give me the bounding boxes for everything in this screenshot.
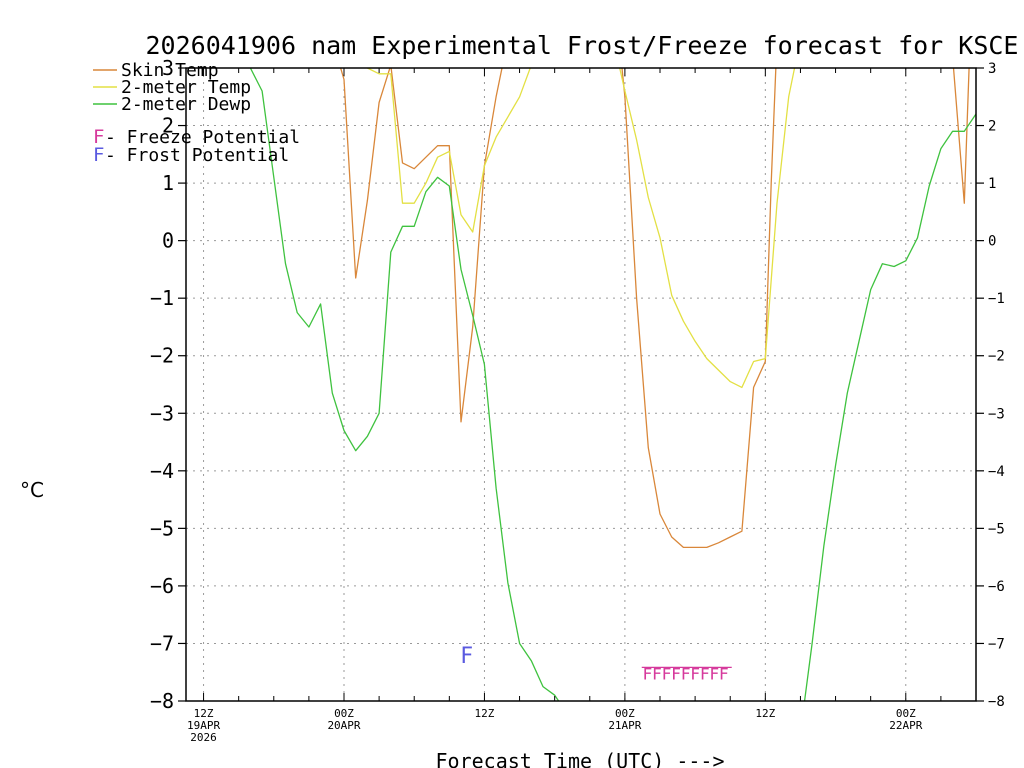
series-lines — [247, 68, 976, 701]
y-tick-label-right: −3 — [988, 406, 1005, 422]
x-tick-label: 20APR — [327, 719, 360, 732]
y-tick-label-left: 0 — [162, 229, 174, 253]
y-tick-label-left: 2 — [162, 114, 174, 138]
y-tick-label-right: 1 — [988, 176, 996, 192]
x-tick-label: 00Z — [334, 707, 354, 720]
y-tick-label-right: 0 — [988, 234, 996, 250]
y-tick-label-left: −5 — [150, 516, 174, 540]
y-tick-label-right: −6 — [988, 579, 1005, 595]
series-line-2-meter-temp — [365, 68, 796, 389]
y-tick-label-right: −4 — [988, 464, 1005, 480]
x-tick-label: 22APR — [889, 719, 922, 732]
x-tick-label: 12Z — [194, 707, 214, 720]
grid-lines — [186, 68, 976, 701]
y-tick-label-left: −4 — [150, 459, 174, 483]
x-tick-label: 12Z — [475, 707, 495, 720]
x-tick-label: 21APR — [608, 719, 641, 732]
series-line-skin-temp — [339, 68, 970, 549]
frost-marker: F — [461, 644, 474, 669]
legend-marker-label: - Frost Potential — [105, 145, 289, 166]
freeze-marker: FFFFFFFFF — [643, 664, 729, 683]
x-tick-label: 00Z — [896, 707, 916, 720]
y-tick-label-right: −8 — [988, 694, 1005, 710]
chart-title: 2026041906 nam Experimental Frost/Freeze… — [146, 31, 1019, 60]
legend-label: Skin Temp — [121, 60, 219, 81]
y-axis-left: −8 −7 −6 −5 −4 −3 −2 −1 0 1 2 3 — [150, 56, 186, 713]
y-axis-label: °C — [20, 478, 44, 502]
legend-marker-symbol: F — [93, 144, 104, 166]
y-tick-label-right: 3 — [988, 61, 996, 77]
x-tick-label: 12Z — [755, 707, 775, 720]
y-tick-label-right: −2 — [988, 349, 1005, 365]
y-tick-label-left: −3 — [150, 401, 174, 425]
y-tick-label-left: −1 — [150, 286, 174, 310]
y-tick-label-right: −1 — [988, 291, 1005, 307]
y-tick-label-right: −5 — [988, 521, 1005, 537]
series-line-2-meter-dewp — [247, 68, 976, 701]
y-tick-label-right: −7 — [988, 636, 1005, 652]
x-tick-label: 00Z — [615, 707, 635, 720]
legend-label: 2-meter Dewp — [121, 94, 251, 115]
x-tick-label: 2026 — [190, 731, 217, 744]
y-tick-label-left: −7 — [150, 631, 174, 655]
y-axis-right: −8 −7 −6 −5 −4 −3 −2 −1 0 1 2 3 — [976, 61, 1005, 710]
y-tick-label-left: 1 — [162, 171, 174, 195]
x-tick-label: 19APR — [187, 719, 220, 732]
y-tick-label-left: 3 — [162, 56, 174, 80]
legend-marker-symbol: F — [93, 126, 104, 148]
legend-label: 2-meter Temp — [121, 77, 251, 98]
legend-marker-label: - Freeze Potential — [105, 127, 300, 148]
plot-frame — [185, 67, 977, 702]
x-axis-label: Forecast Time (UTC) ---> — [436, 749, 725, 768]
y-tick-label-right: 2 — [988, 119, 996, 135]
y-tick-label-left: −6 — [150, 574, 174, 598]
y-tick-label-left: −2 — [150, 344, 174, 368]
y-tick-label-left: −8 — [150, 689, 174, 713]
